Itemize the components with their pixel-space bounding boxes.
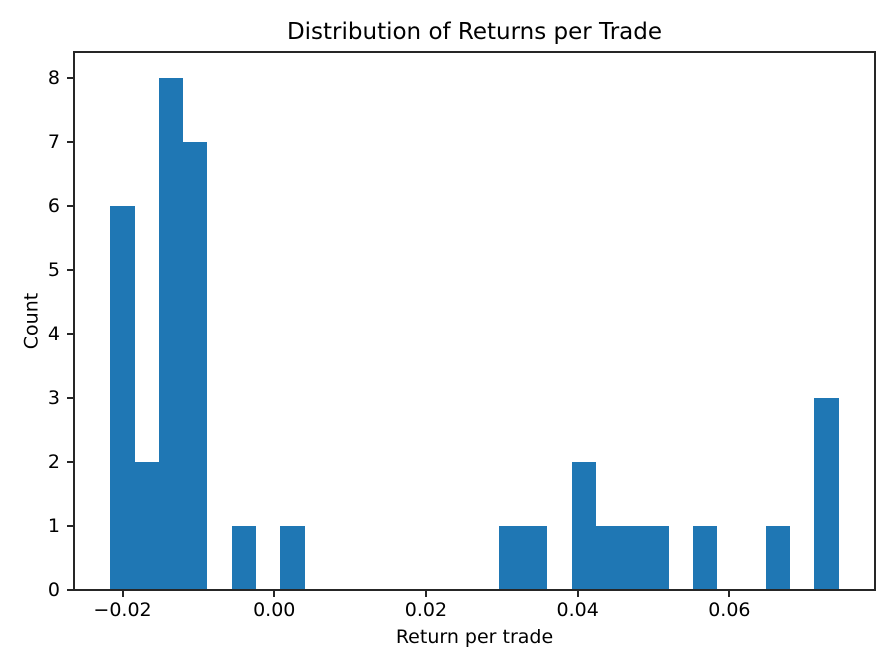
y-tick-label: 6 — [47, 194, 60, 217]
y-tick-mark — [67, 332, 74, 335]
x-axis-label: Return per trade — [395, 626, 554, 648]
histogram-bar — [280, 525, 305, 590]
x-tick-mark — [424, 590, 427, 597]
y-tick-mark — [67, 204, 74, 207]
y-tick-mark — [67, 524, 74, 527]
y-tick-label: 7 — [47, 130, 60, 153]
histogram-bar — [814, 397, 839, 590]
y-tick-label: 4 — [47, 322, 60, 345]
y-tick-mark — [67, 76, 74, 79]
y-tick-label: 2 — [47, 450, 60, 473]
x-tick-mark — [121, 590, 124, 597]
x-tick-mark — [728, 590, 731, 597]
x-tick-mark — [273, 590, 276, 597]
x-tick-label: −0.02 — [93, 599, 152, 621]
y-tick-mark — [67, 268, 74, 271]
histogram-bar — [620, 525, 645, 590]
y-tick-label: 0 — [47, 579, 60, 601]
histogram-bar — [644, 525, 669, 590]
x-tick-label: 0.00 — [253, 599, 296, 621]
y-tick-mark — [67, 460, 74, 463]
y-tick-label: 5 — [47, 258, 60, 281]
y-tick-mark — [67, 589, 74, 591]
y-tick-mark — [67, 396, 74, 399]
histogram-bar — [595, 525, 621, 590]
y-tick-label: 1 — [47, 514, 60, 537]
histogram-bar — [692, 525, 718, 590]
histogram-bar — [231, 525, 257, 590]
histogram-bar — [134, 461, 159, 590]
y-axis-label: Count — [20, 292, 43, 350]
histogram-bar — [183, 141, 208, 590]
x-tick-mark — [576, 590, 579, 597]
histogram-bar — [571, 461, 596, 590]
histogram-bar — [498, 525, 524, 590]
x-tick-label: 0.06 — [708, 599, 751, 621]
y-tick-mark — [67, 140, 74, 143]
histogram-bar — [523, 525, 548, 590]
x-tick-label: 0.04 — [556, 599, 599, 621]
y-tick-label: 8 — [47, 66, 60, 89]
histogram-bar — [158, 77, 184, 590]
chart-title: Distribution of Returns per Trade — [286, 19, 663, 45]
bars-layer — [74, 52, 875, 590]
histogram-bar — [110, 205, 135, 590]
y-tick-label: 3 — [47, 386, 60, 409]
x-tick-label: 0.02 — [404, 599, 448, 621]
histogram-bar — [765, 525, 791, 590]
